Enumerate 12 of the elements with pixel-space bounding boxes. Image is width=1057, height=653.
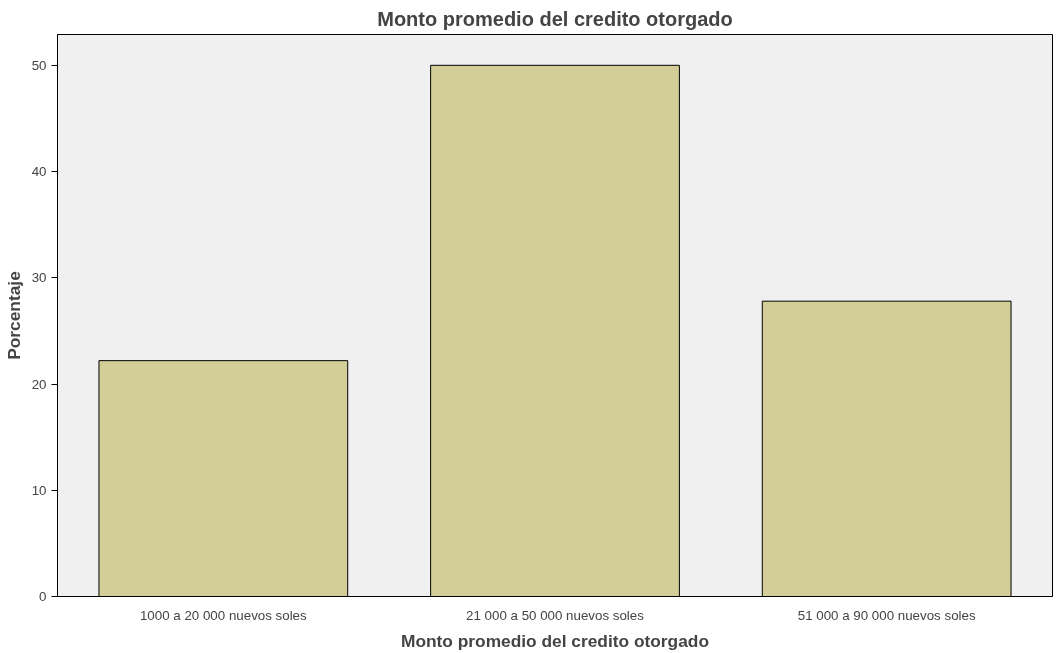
y-tick-label: 40 <box>31 164 47 180</box>
chart-title: Monto promedio del credito otorgado <box>377 7 733 30</box>
y-tick-label: 30 <box>31 270 47 286</box>
x-tick-label: 1000 a 20 000 nuevos soles <box>139 607 308 623</box>
y-tick-label: 50 <box>31 57 47 73</box>
x-axis-title: Monto promedio del credito otorgado <box>400 630 710 651</box>
x-tick-label: 51 000 a 90 000 nuevos soles <box>797 607 976 623</box>
y-tick-label: 0 <box>39 589 47 604</box>
y-tick-label: 20 <box>31 376 47 392</box>
y-tick-label: 10 <box>31 482 47 498</box>
x-tick-label: 21 000 a 50 000 nuevos soles <box>466 607 645 623</box>
y-axis-title: Porcentaje <box>3 270 24 360</box>
